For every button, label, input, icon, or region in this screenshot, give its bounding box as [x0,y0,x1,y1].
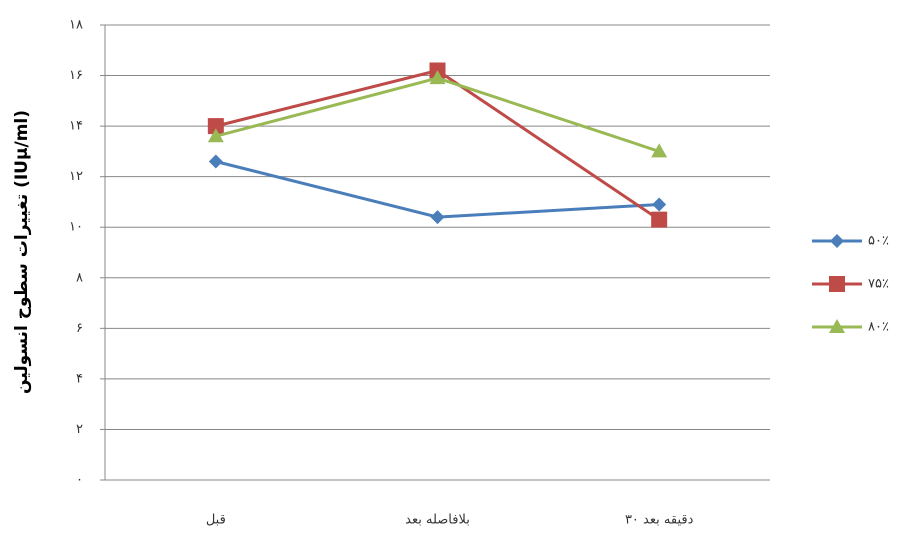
chart: تغییرات سطوح انسولین (IUμ/ml) ۰ ۲ ۴ ۶ ۸ ۱۰ ۱۲ ۱… [0,0,906,533]
x-tick-label: ۳۰ دقیقه بعد [625,513,694,528]
y-tick-label: ۱۰ [69,220,83,235]
x-tick-label: بلافاصله بعد [405,513,470,528]
legend-marker [829,276,845,292]
series-line [216,162,659,218]
x-tick-label: قبل [206,513,226,528]
data-point [651,212,667,228]
series-line [216,78,659,151]
legend-label: ۵۰٪ [868,234,889,249]
y-tick-label: ۱۲ [69,169,83,184]
y-tick-label: ۶ [76,321,83,336]
data-point [652,197,666,211]
y-tick-label: ۱۶ [69,68,83,83]
series-line [216,71,659,220]
y-tick-label: ۴ [76,371,83,386]
y-tick-label: ۱۴ [69,119,83,134]
page: تغییرات سطوح انسولین (IUμ/ml) ۰ ۲ ۴ ۶ ۸ ۱۰ ۱۲ ۱… [0,0,906,533]
legend-label: ۸۰٪ [868,320,889,335]
y-axis-label: تغییرات سطوح انسولین (IUμ/ml) [12,110,32,394]
y-tick-label: ۸ [76,270,83,285]
y-tick-label: ۲ [76,422,83,437]
legend-marker [830,234,844,248]
y-tick-label: ۰ [76,473,83,488]
data-point [209,155,223,169]
data-point [431,210,445,224]
y-tick-label: ۱۸ [69,18,83,33]
legend-label: ۷۵٪ [868,277,889,292]
